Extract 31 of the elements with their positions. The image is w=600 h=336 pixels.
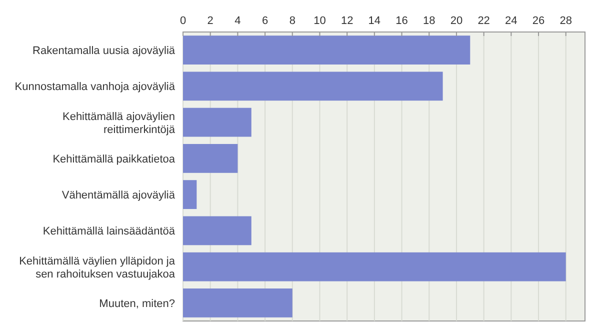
x-tick-label: 26	[532, 15, 545, 27]
bar	[183, 144, 238, 173]
y-tick-label: Kehittämällä väylien ylläpidon ja sen rahoituksen vastuujakoa	[19, 255, 176, 280]
x-tick-label: 8	[289, 15, 296, 27]
y-tick-label: Kehittämällä ajoväylien reittimerkintöjä	[62, 110, 176, 136]
x-tick-label: 0	[180, 15, 186, 27]
x-tick-label: 28	[560, 15, 572, 27]
bar	[183, 180, 197, 210]
x-tick-label: 22	[478, 15, 490, 27]
bar	[183, 108, 252, 137]
y-tick-label: Kehittämällä paikkatietoa	[52, 153, 176, 166]
bar	[183, 252, 566, 282]
x-tick-label: 20	[450, 15, 463, 27]
bar	[183, 72, 443, 101]
x-tick-label: 16	[396, 15, 408, 27]
x-tick-label: 18	[422, 15, 436, 27]
y-tick-label: Kehittämällä lainsäädäntöä	[42, 226, 176, 238]
y-tick-label: Vähentämällä ajoväyliä	[62, 190, 176, 202]
bar	[183, 36, 470, 65]
bar	[183, 288, 292, 318]
x-tick-label: 14	[368, 15, 381, 27]
x-tick-label: 24	[505, 15, 518, 27]
y-tick-label: Muuten, miten?	[99, 298, 175, 310]
bar	[183, 216, 252, 246]
x-tick-label: 2	[207, 15, 214, 27]
x-tick-label: 6	[262, 15, 268, 27]
x-tick-label: 4	[234, 15, 241, 27]
y-tick-label: Kunnostamalla vanhoja ajoväyliä	[14, 81, 176, 94]
y-tick-label: Rakentamalla uusia ajoväyliä	[32, 45, 176, 58]
x-tick-label: 12	[340, 15, 354, 27]
x-tick-label: 10	[314, 15, 326, 27]
